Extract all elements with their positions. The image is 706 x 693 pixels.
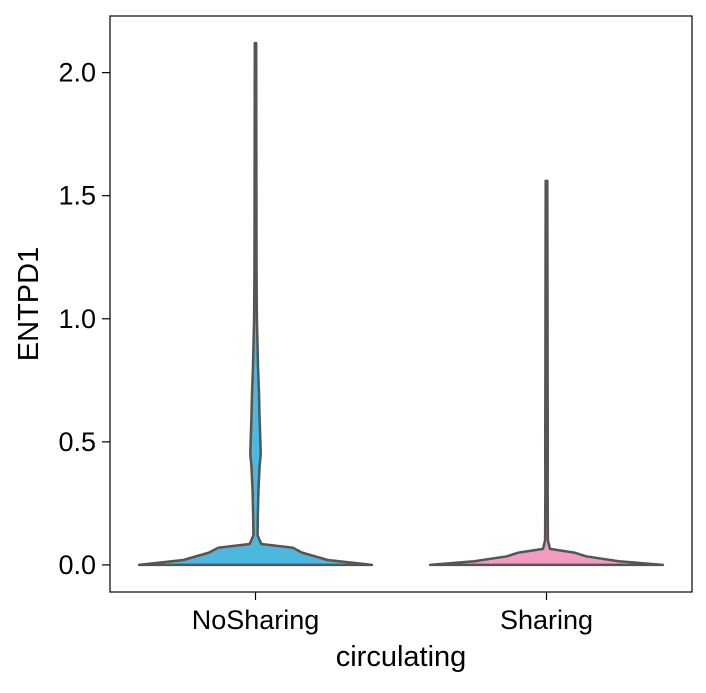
plot-background: [110, 16, 692, 592]
plot-frame: [109, 15, 693, 593]
x-tick-label: NoSharing: [192, 605, 320, 635]
violins-layer: [137, 41, 665, 567]
x-tick-label: Sharing: [500, 605, 593, 635]
y-tick-label: 1.5: [58, 181, 96, 211]
y-tick-label: 2.0: [58, 58, 96, 88]
x-axis: NoSharing Sharing: [192, 592, 593, 635]
violin-nosharing: [137, 41, 374, 567]
y-tick-label: 0.0: [58, 550, 96, 580]
y-axis: 0.0 0.5 1.0 1.5 2.0: [58, 58, 110, 580]
y-tick-label: 1.0: [58, 304, 96, 334]
y-tick-label: 0.5: [58, 427, 96, 457]
violin-sharing: [428, 179, 665, 567]
y-axis-title: ENTPD1: [13, 247, 45, 361]
x-axis-title: circulating: [336, 641, 467, 673]
